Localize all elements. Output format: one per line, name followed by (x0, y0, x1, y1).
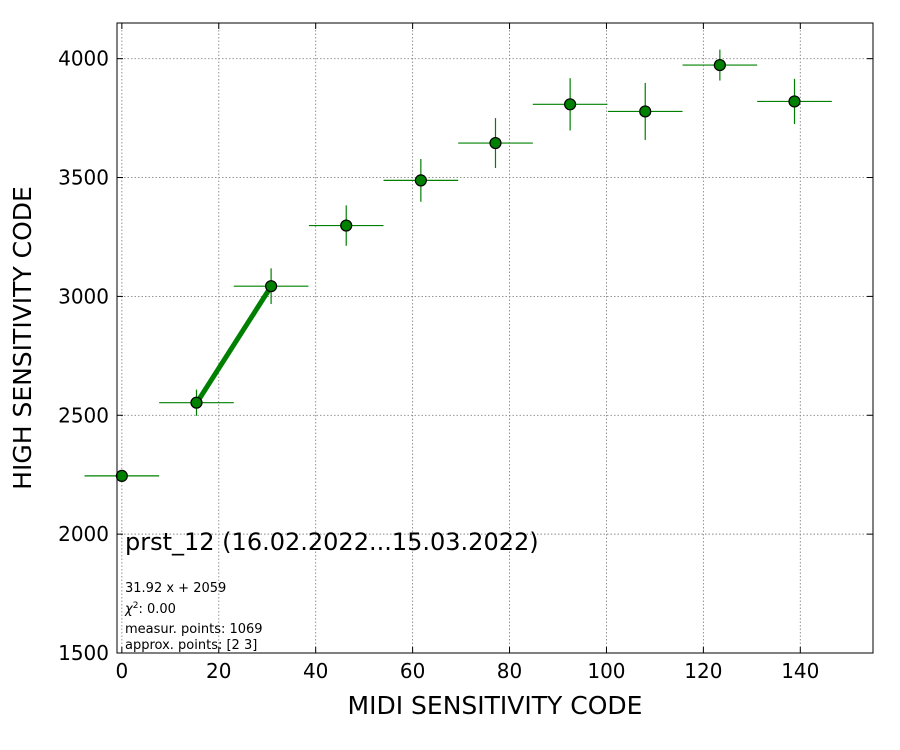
x-tick-label: 100 (587, 659, 625, 683)
fit-line-layer (194, 285, 274, 405)
chi2-symbol: χ (124, 602, 134, 617)
annotation-measur-points: measur. points: 1069 (125, 622, 263, 637)
annotation-chi2: χ2: 0.00 (124, 601, 176, 617)
annotation-approx-points: approx. points: [2 3] (125, 638, 257, 653)
y-tick-label: 4000 (58, 47, 109, 71)
x-tick-label: 0 (115, 659, 128, 683)
y-tick-label: 2500 (58, 403, 109, 427)
axis-ticks (117, 23, 873, 654)
data-point (788, 95, 801, 108)
y-axis-title: HIGH SENSITIVITY CODE (8, 186, 37, 490)
y-tick-label: 3000 (58, 284, 109, 308)
data-point (564, 98, 577, 111)
x-tick-label: 80 (497, 659, 522, 683)
annotation-title: prst_12 (16.02.2022...15.03.2022) (125, 528, 539, 556)
y-tick-label: 3500 (58, 166, 109, 190)
data-point (489, 136, 502, 150)
x-tick-label: 120 (684, 659, 722, 683)
grid (117, 23, 873, 654)
chi2-exponent: 2 (133, 601, 139, 611)
data-point (265, 280, 278, 293)
data-point (414, 174, 427, 187)
data-points (115, 58, 801, 482)
plot-frame (116, 22, 874, 654)
data-point (713, 58, 726, 72)
data-point (340, 219, 353, 232)
tick-labels: 0 20 40 60 80 100 120 140 1500 2000 2500 3000 3500 40… (58, 47, 819, 683)
x-tick-label: 40 (303, 659, 328, 683)
y-tick-label: 1500 (58, 641, 109, 665)
data-point (190, 396, 203, 409)
fit-line (194, 285, 274, 405)
chi2-value: : 0.00 (138, 602, 175, 617)
x-axis-title: MIDI SENSITIVITY CODE (348, 691, 643, 720)
x-tick-label: 140 (781, 659, 819, 683)
x-tick-label: 20 (206, 659, 231, 683)
annotation-fit-equation: 31.92 x + 2059 (125, 581, 226, 596)
data-point (115, 469, 128, 482)
errorbars (84, 49, 832, 477)
data-point (639, 105, 652, 118)
y-tick-label: 2000 (58, 522, 109, 546)
x-tick-label: 60 (400, 659, 425, 683)
